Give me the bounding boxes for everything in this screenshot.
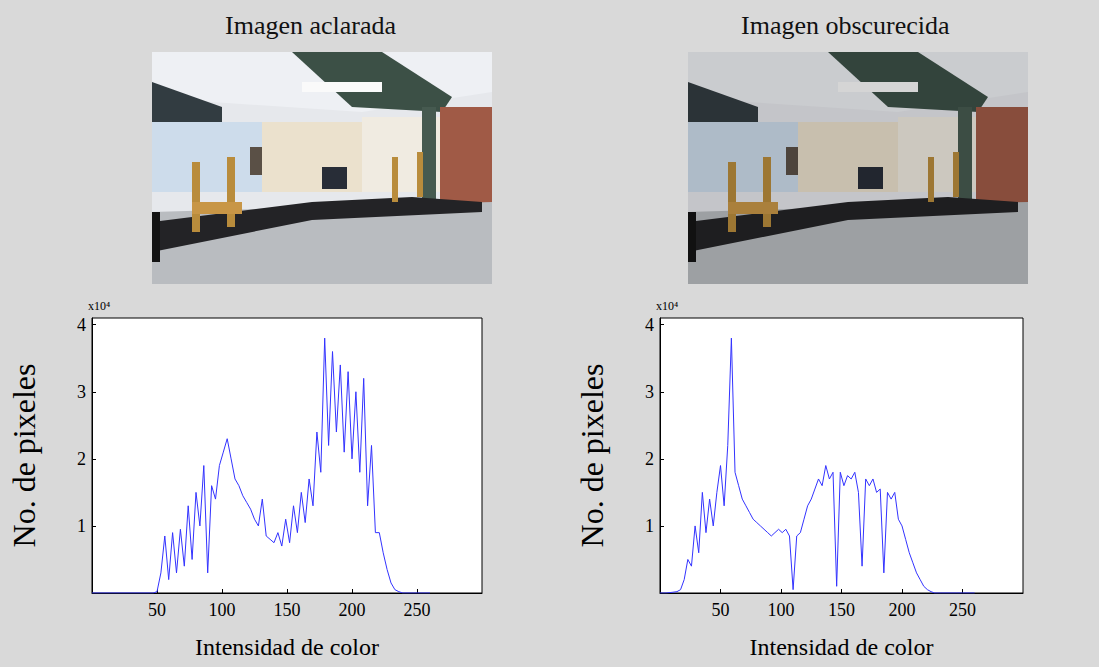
svg-text:No. de pixeles: No. de pixeles bbox=[574, 364, 610, 548]
svg-text:150: 150 bbox=[274, 600, 301, 620]
svg-text:200: 200 bbox=[889, 600, 916, 620]
svg-text:x10⁴: x10⁴ bbox=[656, 299, 678, 313]
svg-text:200: 200 bbox=[339, 600, 366, 620]
svg-text:1: 1 bbox=[77, 516, 86, 536]
svg-text:3: 3 bbox=[77, 382, 86, 402]
svg-text:Imagen aclarada: Imagen aclarada bbox=[225, 11, 397, 40]
svg-text:4: 4 bbox=[77, 315, 86, 335]
svg-text:Intensidad de color: Intensidad de color bbox=[195, 634, 379, 660]
svg-text:50: 50 bbox=[712, 600, 730, 620]
svg-text:2: 2 bbox=[645, 449, 654, 469]
svg-text:Intensidad de color: Intensidad de color bbox=[750, 634, 934, 660]
svg-text:Imagen obscurecida: Imagen obscurecida bbox=[741, 11, 950, 40]
svg-text:2: 2 bbox=[77, 449, 86, 469]
svg-text:4: 4 bbox=[645, 315, 654, 335]
svg-text:150: 150 bbox=[828, 600, 855, 620]
svg-text:No. de pixeles: No. de pixeles bbox=[6, 364, 42, 548]
svg-text:x10⁴: x10⁴ bbox=[88, 299, 110, 313]
svg-text:1: 1 bbox=[645, 516, 654, 536]
svg-text:50: 50 bbox=[148, 600, 166, 620]
svg-text:250: 250 bbox=[949, 600, 976, 620]
svg-text:100: 100 bbox=[209, 600, 236, 620]
svg-text:250: 250 bbox=[404, 600, 431, 620]
svg-text:3: 3 bbox=[645, 382, 654, 402]
svg-text:100: 100 bbox=[768, 600, 795, 620]
